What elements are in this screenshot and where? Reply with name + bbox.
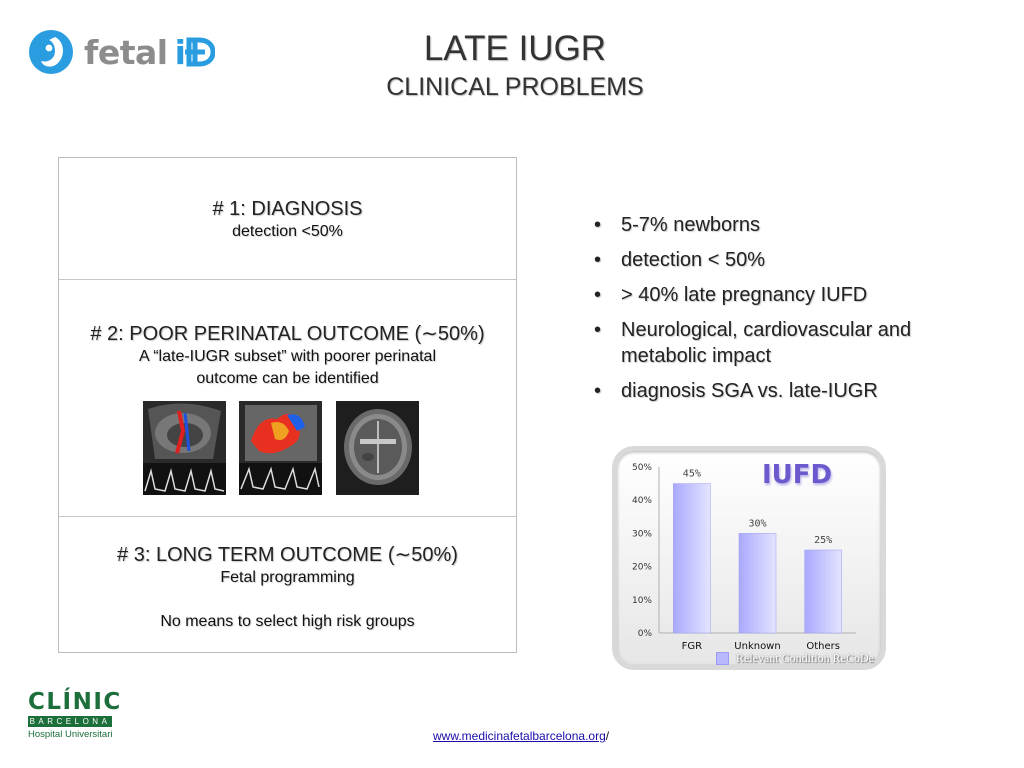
list-item-text: diagnosis SGA vs. late-IUGR	[621, 380, 878, 402]
chart-legend: Relevant Condition ReCoDe	[716, 651, 874, 666]
bullet-icon: •	[594, 284, 602, 306]
slide-subtitle: CLINICAL PROBLEMS	[386, 73, 644, 101]
y-tick-label: 20%	[632, 563, 652, 573]
list-item: • Neurological, cardiovascular and metabo…	[590, 317, 970, 369]
y-tick-label: 50%	[632, 463, 652, 473]
problem-perinatal-outcome: # 2: POOR PERINATAL OUTCOME (∼50%) A “la…	[59, 280, 516, 517]
bar	[738, 533, 777, 634]
bullet-icon: •	[594, 214, 602, 236]
fetal-id-logo: fetal i	[28, 28, 216, 76]
list-item-text: > 40% late pregnancy IUFD	[621, 284, 868, 306]
problem-title: # 3: LONG TERM OUTCOME (∼50%)	[117, 544, 458, 566]
list-item: • > 40% late pregnancy IUFD	[590, 282, 970, 308]
fetal-logo-icon	[28, 29, 74, 75]
doppler-ultrasound-image	[143, 401, 226, 495]
x-tick-label: FGR	[682, 641, 703, 652]
bar	[673, 483, 711, 634]
logo-text-i: i	[174, 32, 186, 72]
key-facts-list: • 5-7% newborns • detection < 50% • > 40% l…	[590, 212, 970, 413]
logo-text-id: i	[175, 33, 216, 72]
data-label: 45%	[683, 469, 701, 480]
x-tick-label: Unknown	[734, 641, 780, 652]
legend-swatch	[716, 652, 729, 665]
bar	[804, 549, 842, 634]
problem-diagnosis: # 1: DIAGNOSIS detection <50%	[59, 158, 516, 280]
problem-detail: No means to select high risk groups	[160, 613, 415, 630]
link-suffix: /	[605, 729, 610, 743]
problem-title: # 1: DIAGNOSIS	[212, 198, 363, 220]
chart-title: IUFD	[762, 460, 833, 490]
y-tick-label: 30%	[632, 529, 652, 539]
problem-detail: outcome can be identified	[196, 370, 379, 387]
bullet-icon: •	[594, 380, 602, 402]
logo-d-plus-icon	[185, 37, 216, 67]
list-item: • diagnosis SGA vs. late-IUGR	[590, 378, 970, 404]
list-item-text: detection < 50%	[621, 249, 765, 271]
y-tick-label: 40%	[632, 496, 652, 506]
legend-label: Relevant Condition ReCoDe	[736, 651, 874, 665]
color-doppler-ultrasound-image	[239, 401, 322, 495]
logo-wordmark: fetal i	[84, 32, 216, 72]
problem-detail: detection <50%	[232, 223, 343, 240]
slide-title-block: LATE IUGR CLINICAL PROBLEMS	[290, 30, 740, 102]
list-item: • detection < 50%	[590, 247, 970, 273]
clinic-subtitle: Hospital Universitari	[28, 729, 113, 740]
problem-title: # 2: POOR PERINATAL OUTCOME (∼50%)	[90, 323, 485, 345]
hospital-clinic-logo: CLÍNIC BARCELONA Hospital Universitari	[28, 689, 122, 740]
x-tick-label: Others	[806, 641, 840, 652]
data-label: 30%	[748, 518, 766, 529]
clinic-city: BARCELONA	[28, 716, 112, 727]
list-item: • 5-7% newborns	[590, 212, 970, 238]
bullet-icon: •	[594, 249, 602, 271]
problem-detail: A “late-IUGR subset” with poorer perinat…	[138, 348, 436, 365]
website-link[interactable]: www.medicinafetalbarcelona.org	[433, 729, 606, 743]
brain-ultrasound-image	[336, 401, 419, 495]
list-item-text: Neurological, cardiovascular and metabol…	[621, 319, 912, 367]
bullet-icon: •	[594, 319, 602, 341]
clinical-problems-table: # 1: DIAGNOSIS detection <50% # 2: POOR …	[58, 157, 517, 653]
logo-text-fetal: fetal	[84, 32, 168, 72]
y-tick-label: 10%	[632, 596, 652, 606]
y-tick-label: 0%	[638, 629, 653, 639]
slide-title: LATE IUGR	[423, 29, 607, 68]
problem-detail: Fetal programming	[220, 569, 355, 586]
footer-link-line: www.medicinafetalbarcelona.org/	[433, 729, 609, 743]
data-label: 25%	[814, 535, 832, 546]
list-item-text: 5-7% newborns	[621, 214, 760, 236]
problem-long-term-outcome: # 3: LONG TERM OUTCOME (∼50%) Fetal prog…	[59, 517, 516, 652]
clinic-name: CLÍNIC	[28, 689, 122, 715]
